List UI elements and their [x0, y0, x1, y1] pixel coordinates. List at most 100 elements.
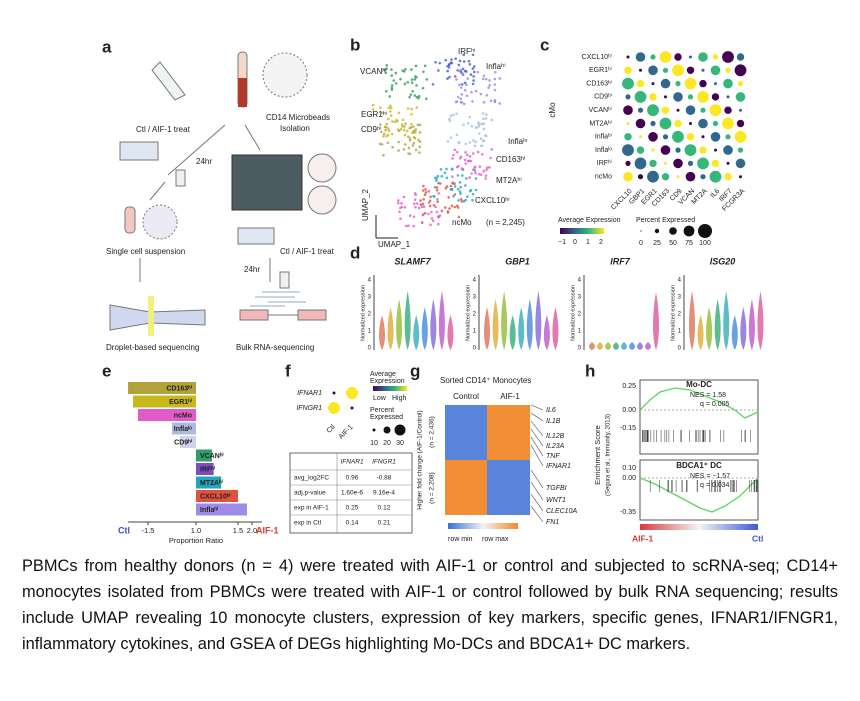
dot — [625, 160, 631, 166]
umap-dot — [382, 153, 385, 157]
umap-dot — [435, 210, 439, 214]
dot — [673, 158, 683, 169]
legend-tick: 100 — [699, 240, 711, 247]
umap-dot — [467, 159, 471, 163]
y-tick-label: 0 — [578, 346, 582, 352]
violin — [637, 342, 643, 350]
umap-dot — [455, 133, 459, 137]
n-label: (n = 2,208) — [429, 472, 436, 504]
dot — [722, 117, 734, 130]
dot — [659, 117, 672, 130]
umap-dot — [402, 128, 406, 132]
umap-dot — [453, 193, 457, 196]
violin — [509, 315, 516, 350]
dot — [737, 147, 744, 153]
umap-dot — [419, 203, 423, 206]
violin — [597, 342, 603, 350]
y-tick-label: 4 — [473, 278, 477, 284]
violin — [421, 307, 428, 350]
umap-dot — [472, 75, 475, 78]
umap-dot — [404, 224, 408, 228]
dot — [651, 148, 655, 152]
umap-dot — [393, 120, 397, 124]
umap-dot — [407, 224, 410, 227]
bar-label: VCANʰⁱ — [200, 451, 224, 460]
dot — [725, 67, 731, 73]
gene-label: IL6 — [546, 407, 556, 414]
gene-title: ISG20 — [710, 256, 736, 266]
umap-dot — [427, 201, 431, 204]
umap-dot — [471, 53, 475, 57]
axis-label: Higher fold change (AIF-1/Control) — [417, 410, 424, 509]
legend-label: row max — [482, 536, 509, 543]
umap-dot — [384, 128, 387, 132]
table-frame — [289, 452, 413, 534]
dot — [701, 135, 705, 139]
umap-dot — [450, 204, 454, 208]
gsea-frame — [639, 379, 759, 455]
workflow-art — [109, 51, 337, 336]
umap-dot — [405, 129, 409, 133]
umap-dot — [488, 83, 491, 87]
umap-dot — [489, 156, 492, 160]
umap-dot — [471, 152, 475, 155]
label: Ctl / AIF-1 treat — [136, 125, 191, 134]
table-cell: avg_log2FC — [294, 475, 329, 482]
legend-title: Percent — [370, 407, 394, 414]
dot — [726, 161, 730, 165]
dot — [622, 144, 634, 157]
violin — [413, 315, 420, 350]
umap-dot — [456, 174, 460, 177]
umap-dot — [407, 135, 410, 139]
dot — [724, 106, 732, 114]
dot — [710, 132, 721, 142]
umap-dot — [490, 118, 494, 122]
bar-label: MT2Aʰⁱ — [200, 478, 223, 487]
dot — [700, 107, 706, 113]
violin — [723, 291, 730, 350]
umap-dot — [462, 60, 466, 63]
bar-label: CXCL10ʰⁱ — [200, 491, 231, 500]
umap-dot — [493, 88, 497, 92]
bar — [196, 490, 238, 502]
umap-dot — [440, 174, 444, 178]
axis-end: AIF-1 — [256, 525, 279, 535]
umap-dot — [431, 83, 435, 86]
dot — [626, 55, 630, 59]
gene-pointer — [530, 428, 544, 447]
dot — [684, 144, 697, 157]
dot — [647, 170, 659, 183]
cluster-label: CD163ʰⁱ — [496, 155, 525, 164]
umap-dot — [445, 185, 449, 188]
umap-dot — [447, 196, 450, 199]
umap-dot — [436, 222, 440, 226]
umap-dot — [459, 100, 463, 104]
y-tick-label: 3 — [578, 295, 582, 301]
dot — [622, 77, 634, 90]
dot — [712, 54, 719, 60]
umap-dot — [473, 166, 477, 169]
umap-dot — [493, 70, 497, 74]
umap-dot — [488, 79, 491, 82]
table-cell: exp in AIF-1 — [294, 505, 329, 512]
violin — [653, 292, 659, 350]
umap-dot — [432, 203, 436, 207]
bar — [128, 382, 196, 394]
x-tick-label: -1.5 — [142, 526, 155, 535]
umap-dot — [404, 67, 407, 71]
umap-dot — [412, 202, 416, 206]
umap-dot — [399, 127, 403, 131]
dot — [714, 82, 717, 86]
gsea-curve — [639, 477, 759, 513]
umap-dot — [469, 73, 473, 76]
umap-dot — [462, 123, 465, 127]
umap-dot — [452, 153, 455, 157]
umap-dot — [371, 108, 375, 111]
table-cell: 0.21 — [378, 520, 391, 527]
umap-dot — [436, 200, 440, 204]
umap-dot — [386, 141, 390, 145]
umap-dot — [444, 187, 448, 190]
umap-dot — [481, 77, 485, 81]
gsea-rank-bar — [640, 524, 758, 530]
dot — [684, 77, 697, 90]
